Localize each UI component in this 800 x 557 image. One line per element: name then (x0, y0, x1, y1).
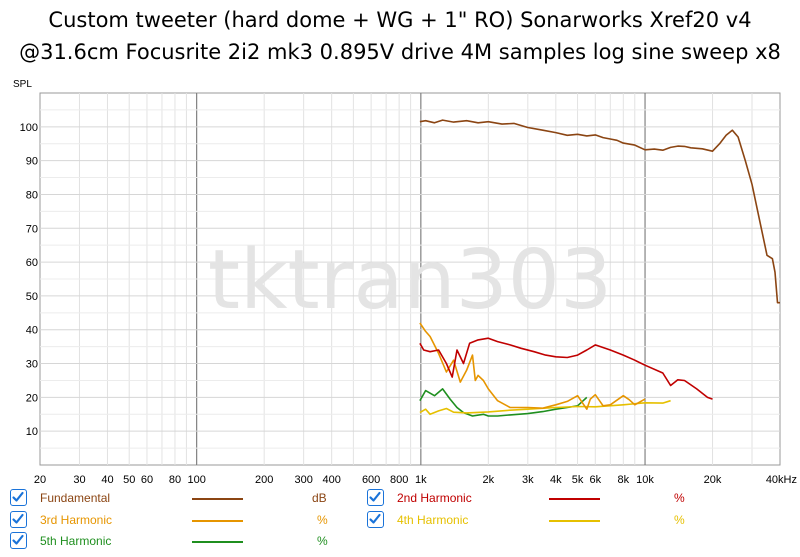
legend-unit-3rd-harmonic: % (317, 513, 328, 527)
legend-label-3rd-harmonic: 3rd Harmonic (40, 513, 113, 527)
x-tick-label: 10k (636, 474, 654, 486)
checkmark-icon (12, 513, 24, 524)
legend-checkbox-4th-harmonic[interactable] (367, 511, 384, 528)
x-tick-label: 1k (415, 474, 427, 486)
y-tick-label: 90 (26, 156, 38, 168)
y-axis-label: SPL (13, 79, 32, 90)
x-tick-label: 100 (188, 474, 206, 486)
legend-line-5th-harmonic (192, 541, 243, 543)
y-tick-label: 20 (26, 392, 38, 404)
x-tick-label: 50 (123, 474, 135, 486)
series-line-3rd-harmonic (419, 322, 646, 411)
x-tick-label: 8k (617, 474, 629, 486)
legend-line-4th-harmonic (549, 520, 600, 522)
checkmark-icon (369, 491, 381, 502)
legend-unit-fundamental: dB (312, 491, 327, 505)
legend-label-5th-harmonic: 5th Harmonic (40, 534, 112, 548)
legend-unit-4th-harmonic: % (674, 513, 685, 527)
x-tick-label: 20 (34, 474, 46, 486)
legend-checkbox-fundamental[interactable] (10, 489, 27, 506)
chart-title-line2: @31.6cm Focusrite 2i2 mk3 0.895V drive 4… (19, 40, 781, 64)
legend-line-3rd-harmonic (192, 520, 243, 522)
series-line-4th-harmonic (419, 399, 671, 416)
watermark: tktran303 (208, 233, 612, 328)
x-tick-label: 60 (141, 474, 153, 486)
legend-unit-2nd-harmonic: % (674, 491, 685, 505)
x-tick-label: 40 (101, 474, 113, 486)
legend-checkbox-2nd-harmonic[interactable] (367, 489, 384, 506)
x-tick-label: 2k (483, 474, 495, 486)
legend-checkbox-5th-harmonic[interactable] (10, 532, 27, 549)
x-tick-label: 30 (73, 474, 85, 486)
legend-unit-5th-harmonic: % (317, 534, 328, 548)
legend-label-fundamental: Fundamental (40, 491, 111, 505)
x-tick-label: 40kHz (766, 474, 797, 486)
y-tick-label: 70 (26, 223, 38, 235)
y-tick-label: 50 (26, 291, 38, 303)
x-tick-label: 80 (169, 474, 181, 486)
x-tick-label: 600 (362, 474, 380, 486)
legend-line-fundamental (192, 498, 243, 500)
y-tick-label: 30 (26, 359, 38, 371)
y-tick-label: 40 (26, 325, 38, 337)
y-tick-label: 80 (26, 189, 38, 201)
checkmark-icon (12, 534, 24, 545)
y-tick-label: 100 (20, 122, 38, 134)
x-tick-label: 300 (294, 474, 312, 486)
series-line-fundamental (419, 119, 780, 304)
y-tick-label: 60 (26, 257, 38, 269)
x-tick-label: 5k (572, 474, 584, 486)
x-tick-label: 20k (704, 474, 722, 486)
legend-label-4th-harmonic: 4th Harmonic (397, 513, 469, 527)
legend-checkbox-3rd-harmonic[interactable] (10, 511, 27, 528)
checkmark-icon (369, 513, 381, 524)
x-tick-label: 200 (255, 474, 273, 486)
x-tick-label: 800 (390, 474, 408, 486)
checkmark-icon (12, 491, 24, 502)
y-tick-label: 10 (26, 426, 38, 438)
x-tick-label: 6k (589, 474, 601, 486)
x-tick-label: 4k (550, 474, 562, 486)
series-line-2nd-harmonic (419, 337, 713, 400)
legend-label-2nd-harmonic: 2nd Harmonic (397, 491, 472, 505)
legend-line-2nd-harmonic (549, 498, 600, 500)
chart-title-line1: Custom tweeter (hard dome + WG + 1" RO) … (48, 8, 752, 32)
x-tick-label: 3k (522, 474, 534, 486)
x-tick-label: 400 (322, 474, 340, 486)
